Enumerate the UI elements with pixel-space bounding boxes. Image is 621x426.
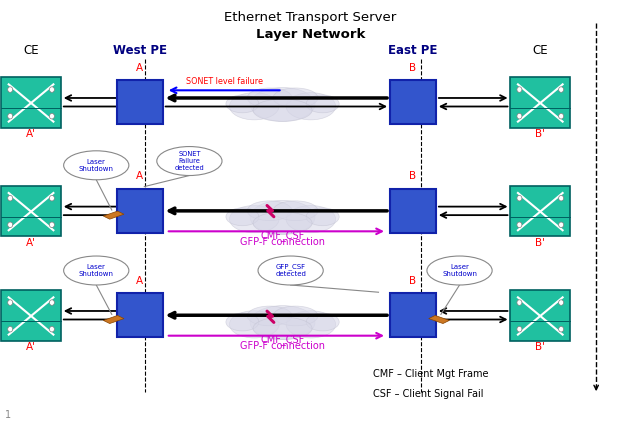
Text: CMF_CSF: CMF_CSF bbox=[260, 334, 305, 345]
Ellipse shape bbox=[559, 326, 564, 332]
Text: B': B' bbox=[535, 342, 545, 352]
Ellipse shape bbox=[226, 208, 259, 226]
Text: A: A bbox=[136, 171, 143, 181]
Ellipse shape bbox=[50, 113, 55, 119]
Ellipse shape bbox=[286, 311, 335, 338]
Text: GFP_CSF
detected: GFP_CSF detected bbox=[275, 264, 306, 277]
Text: A': A' bbox=[26, 238, 36, 248]
FancyBboxPatch shape bbox=[117, 189, 163, 233]
Ellipse shape bbox=[253, 212, 312, 234]
Ellipse shape bbox=[517, 196, 522, 201]
Ellipse shape bbox=[229, 205, 279, 233]
Text: Laser
Shutdown: Laser Shutdown bbox=[79, 159, 114, 172]
Ellipse shape bbox=[250, 200, 315, 234]
FancyBboxPatch shape bbox=[390, 80, 436, 124]
Text: B: B bbox=[409, 63, 417, 73]
FancyBboxPatch shape bbox=[390, 189, 436, 233]
Ellipse shape bbox=[559, 300, 564, 305]
Polygon shape bbox=[428, 316, 450, 323]
FancyBboxPatch shape bbox=[1, 77, 61, 128]
Text: SONET
Failure
detected: SONET Failure detected bbox=[175, 151, 204, 171]
Ellipse shape bbox=[517, 87, 522, 92]
Text: B: B bbox=[409, 276, 417, 286]
Text: B': B' bbox=[535, 129, 545, 139]
Ellipse shape bbox=[306, 208, 339, 226]
Ellipse shape bbox=[7, 326, 12, 332]
Polygon shape bbox=[103, 211, 124, 219]
Ellipse shape bbox=[517, 222, 522, 227]
Ellipse shape bbox=[229, 92, 279, 120]
Ellipse shape bbox=[7, 222, 12, 227]
FancyBboxPatch shape bbox=[510, 186, 570, 236]
FancyBboxPatch shape bbox=[1, 186, 61, 236]
Text: B: B bbox=[409, 171, 417, 181]
Ellipse shape bbox=[286, 92, 335, 120]
Ellipse shape bbox=[50, 300, 55, 305]
Ellipse shape bbox=[7, 87, 12, 92]
Text: Layer Network: Layer Network bbox=[256, 28, 365, 40]
Ellipse shape bbox=[258, 256, 324, 285]
Text: CMF – Client Mgt Frame: CMF – Client Mgt Frame bbox=[373, 369, 488, 379]
Ellipse shape bbox=[7, 300, 12, 305]
Ellipse shape bbox=[250, 87, 315, 121]
Ellipse shape bbox=[517, 326, 522, 332]
Ellipse shape bbox=[7, 196, 12, 201]
Text: A': A' bbox=[26, 342, 36, 352]
Text: A: A bbox=[136, 63, 143, 73]
Ellipse shape bbox=[50, 196, 55, 201]
Ellipse shape bbox=[273, 201, 318, 221]
Ellipse shape bbox=[253, 317, 312, 340]
Text: A: A bbox=[136, 276, 143, 286]
Text: West PE: West PE bbox=[113, 44, 166, 57]
Ellipse shape bbox=[306, 95, 339, 113]
Text: GFP-F connection: GFP-F connection bbox=[240, 341, 325, 351]
Text: CMF_CSF: CMF_CSF bbox=[260, 230, 305, 241]
Ellipse shape bbox=[559, 196, 564, 201]
Ellipse shape bbox=[50, 87, 55, 92]
Ellipse shape bbox=[226, 95, 259, 113]
Ellipse shape bbox=[559, 87, 564, 92]
Ellipse shape bbox=[247, 201, 292, 221]
Ellipse shape bbox=[63, 151, 129, 180]
Ellipse shape bbox=[253, 99, 312, 121]
Ellipse shape bbox=[517, 113, 522, 119]
Text: 1: 1 bbox=[5, 410, 11, 420]
Text: East PE: East PE bbox=[388, 44, 438, 57]
Polygon shape bbox=[103, 316, 124, 323]
Ellipse shape bbox=[427, 256, 492, 285]
Ellipse shape bbox=[306, 313, 339, 331]
Text: GFP-F connection: GFP-F connection bbox=[240, 237, 325, 247]
Ellipse shape bbox=[247, 88, 292, 108]
Ellipse shape bbox=[286, 205, 335, 233]
Text: CSF – Client Signal Fail: CSF – Client Signal Fail bbox=[373, 389, 483, 399]
Ellipse shape bbox=[50, 326, 55, 332]
Ellipse shape bbox=[63, 256, 129, 285]
Text: B': B' bbox=[535, 238, 545, 248]
FancyBboxPatch shape bbox=[1, 290, 61, 341]
Text: SONET level failure: SONET level failure bbox=[186, 78, 263, 86]
Text: CE: CE bbox=[23, 44, 39, 57]
Text: Laser
Shutdown: Laser Shutdown bbox=[442, 264, 477, 277]
FancyBboxPatch shape bbox=[117, 293, 163, 337]
FancyBboxPatch shape bbox=[390, 293, 436, 337]
Ellipse shape bbox=[559, 113, 564, 119]
FancyBboxPatch shape bbox=[510, 77, 570, 128]
Text: Laser
Shutdown: Laser Shutdown bbox=[79, 264, 114, 277]
Ellipse shape bbox=[247, 306, 292, 326]
Ellipse shape bbox=[50, 222, 55, 227]
Ellipse shape bbox=[250, 305, 315, 340]
Ellipse shape bbox=[273, 306, 318, 326]
Ellipse shape bbox=[559, 222, 564, 227]
FancyBboxPatch shape bbox=[117, 80, 163, 124]
FancyBboxPatch shape bbox=[510, 290, 570, 341]
Ellipse shape bbox=[226, 313, 259, 331]
Text: CE: CE bbox=[532, 44, 548, 57]
Ellipse shape bbox=[273, 88, 318, 108]
Ellipse shape bbox=[7, 113, 12, 119]
Text: Ethernet Transport Server: Ethernet Transport Server bbox=[224, 11, 397, 23]
Ellipse shape bbox=[156, 147, 222, 176]
Text: A': A' bbox=[26, 129, 36, 139]
Ellipse shape bbox=[229, 311, 279, 338]
Ellipse shape bbox=[517, 300, 522, 305]
